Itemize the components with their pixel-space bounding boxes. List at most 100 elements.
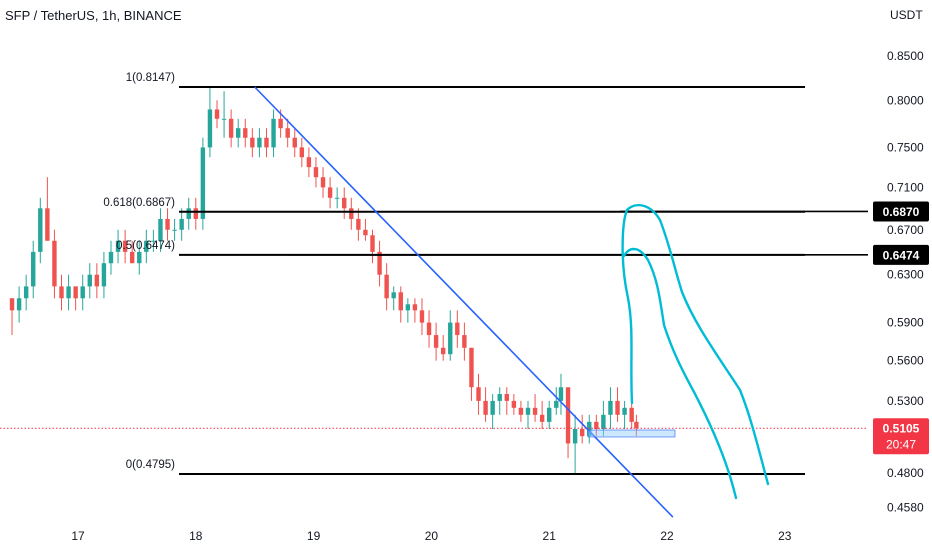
candle-body <box>45 208 50 241</box>
current-price-tag <box>873 418 929 455</box>
candle-body <box>377 251 382 275</box>
y-tick-label: 0.8500 <box>887 49 924 63</box>
candle-body <box>426 322 432 336</box>
candle-body <box>356 218 361 230</box>
candle-body <box>292 137 297 148</box>
candle-body <box>334 197 340 199</box>
candle-body <box>497 394 502 401</box>
candle-body <box>59 286 64 299</box>
candle-body <box>186 208 191 219</box>
fib-retracement[interactable]: 1(0.8147) 0.618(0.6867) 0.5(0.6474) 0(0.479… <box>103 72 868 475</box>
x-tick-label: 20 <box>425 529 439 543</box>
y-axis[interactable]: 0.8500 0.8000 0.7500 0.7100 0.6700 0.6300 0.59… <box>887 49 924 514</box>
price-range-box[interactable] <box>587 429 676 438</box>
y-tick-label: 0.7100 <box>887 180 924 194</box>
candle-body <box>228 118 234 138</box>
candle-body <box>455 322 460 336</box>
x-tick-label: 21 <box>543 529 557 543</box>
x-tick-label: 17 <box>71 529 85 543</box>
level-tag-text: 0.6870 <box>883 205 920 219</box>
candle-body <box>137 251 142 264</box>
candle-body <box>342 197 347 209</box>
candle-body <box>384 274 389 299</box>
candle-body <box>200 147 206 219</box>
candle-body <box>601 414 606 429</box>
candle-body <box>144 240 149 252</box>
candle-body <box>469 347 474 388</box>
candle-body <box>419 310 425 323</box>
price-tags: 0.6870 0.6474 0.5105 20:47 <box>873 201 929 455</box>
candle-body <box>518 407 524 415</box>
candle-body <box>615 400 620 415</box>
candle-body <box>398 292 403 311</box>
candle-body <box>299 147 305 158</box>
candle-body <box>363 229 368 236</box>
candle-body <box>594 421 599 429</box>
candle-body <box>608 400 613 415</box>
candle-body <box>525 407 531 415</box>
candle-body <box>207 109 213 148</box>
candle-body <box>115 240 121 252</box>
candle-body <box>634 421 639 429</box>
candle-body <box>172 229 177 231</box>
candle-body <box>629 407 634 422</box>
candle-body <box>108 251 114 264</box>
candle-body <box>122 240 128 252</box>
candle-body <box>87 274 92 287</box>
candle-body <box>462 335 467 348</box>
x-tick-label: 23 <box>778 529 792 543</box>
candle-body <box>158 218 163 241</box>
candle-body <box>271 118 276 148</box>
candle-body <box>66 286 71 299</box>
candle-body <box>38 208 43 252</box>
candle-body <box>391 292 396 299</box>
candle-body <box>73 286 78 299</box>
fib-label: 0.5(0.6474) <box>116 240 175 252</box>
trendline[interactable] <box>254 86 674 518</box>
candle-body <box>94 274 100 287</box>
candles-layer <box>9 86 639 474</box>
y-tick-label: 0.4800 <box>887 466 924 480</box>
candle-body <box>572 428 578 444</box>
fib-label: 0(0.4795) <box>126 459 175 471</box>
candle-body <box>532 407 538 415</box>
candle-body <box>23 286 29 299</box>
candle-body <box>579 428 585 437</box>
candle-body <box>214 109 220 119</box>
x-tick-label: 19 <box>307 529 321 543</box>
sketch-arrow-down[interactable] <box>622 247 738 500</box>
candle-body <box>278 118 283 129</box>
sketch-arrow-up[interactable] <box>621 203 770 486</box>
level-tag <box>873 244 929 265</box>
candle-body <box>412 304 418 311</box>
candle-body <box>306 157 312 168</box>
candle-body <box>165 218 170 230</box>
candle-body <box>558 387 564 401</box>
candle-body <box>370 235 375 252</box>
candle-body <box>587 421 592 437</box>
candle-body <box>52 240 57 287</box>
candle-body <box>243 128 248 138</box>
candle-body <box>101 263 107 287</box>
level-tag-text: 0.6474 <box>883 248 920 262</box>
candle-body <box>565 387 571 444</box>
symbol-title: SFP / TetherUS, 1h, BINANCE <box>5 8 182 23</box>
y-tick-label: 0.6700 <box>887 223 924 237</box>
candle-body <box>448 322 453 355</box>
candle-body <box>313 167 319 178</box>
candle-body <box>490 400 495 415</box>
candle-body <box>285 128 290 138</box>
x-axis: 17 18 19 20 21 22 23 <box>71 529 791 543</box>
fib-label: 0.618(0.6867) <box>103 197 175 209</box>
candle-body <box>80 286 85 299</box>
candle-body <box>179 218 184 230</box>
candle-body <box>236 128 241 138</box>
level-tag <box>873 201 929 222</box>
candle-body <box>327 187 333 198</box>
currency-label: USDT <box>890 8 923 22</box>
candle-body <box>622 407 627 415</box>
y-tick-label: 0.7500 <box>887 140 924 154</box>
x-tick-label: 18 <box>189 529 203 543</box>
